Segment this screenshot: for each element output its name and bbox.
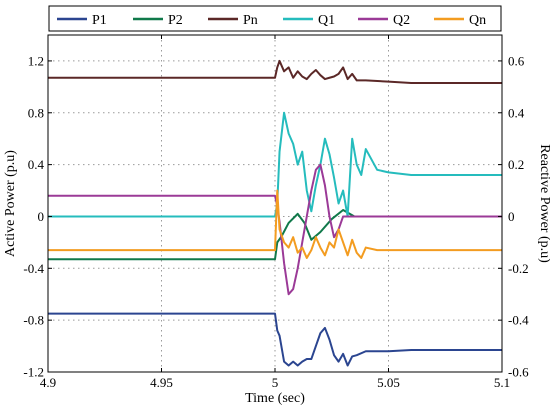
- legend-label-pn: Pn: [243, 13, 258, 28]
- series-line-q1: [48, 111, 502, 218]
- y-left-axis-title: Active Power (p.u): [3, 150, 18, 257]
- y-left-tick-label: 0.4: [28, 157, 45, 172]
- series-line-qn: [48, 189, 502, 259]
- legend-box: [48, 5, 502, 32]
- x-tick-label: 5.1: [494, 375, 510, 390]
- x-tick-label: 4.9: [40, 375, 56, 390]
- y-left-tick-label: -1.2: [23, 365, 44, 380]
- legend: P1 P2 Pn Q1 Q2 Qn: [48, 5, 502, 32]
- x-tick-label: 5.05: [377, 375, 400, 390]
- x-axis-title: Time (sec): [245, 391, 305, 406]
- series-line-p1: [48, 312, 502, 367]
- y-left-tick-label: -0.8: [23, 313, 44, 328]
- y-right-tick-label: -0.6: [508, 365, 529, 380]
- legend-label-p1: P1: [92, 13, 107, 28]
- tick-labels: 4.9 4.95 5 5.05 5.1 -1.2 -0.8 -0.4 0 0.4 0.8 1.2 -0.…: [23, 53, 529, 390]
- y-left-tick-label: 1.2: [28, 53, 44, 68]
- legend-label-q2: Q2: [393, 13, 410, 28]
- y-right-tick-label: 0.6: [508, 53, 525, 68]
- legend-label-q1: Q1: [318, 13, 335, 28]
- y-left-tick-label: 0.8: [28, 105, 44, 120]
- series-layer: [48, 59, 502, 367]
- legend-label-p2: P2: [168, 13, 183, 28]
- x-tick-label: 4.95: [150, 375, 173, 390]
- y-left-tick-label: -0.4: [23, 261, 44, 276]
- y-right-axis-title: Reactive Power (p.u): [537, 144, 550, 263]
- grid: [48, 35, 502, 373]
- ticks: [47, 35, 503, 373]
- y-right-tick-label: 0: [508, 209, 515, 224]
- y-left-tick-label: 0: [38, 209, 45, 224]
- series-line-pn: [48, 59, 502, 84]
- y-right-tick-label: 0.2: [508, 157, 524, 172]
- y-right-tick-label: -0.4: [508, 313, 529, 328]
- x-tick-label: 5: [272, 375, 279, 390]
- legend-label-qn: Qn: [469, 13, 486, 28]
- y-right-tick-label: 0.4: [508, 105, 525, 120]
- y-right-tick-label: -0.2: [508, 261, 529, 276]
